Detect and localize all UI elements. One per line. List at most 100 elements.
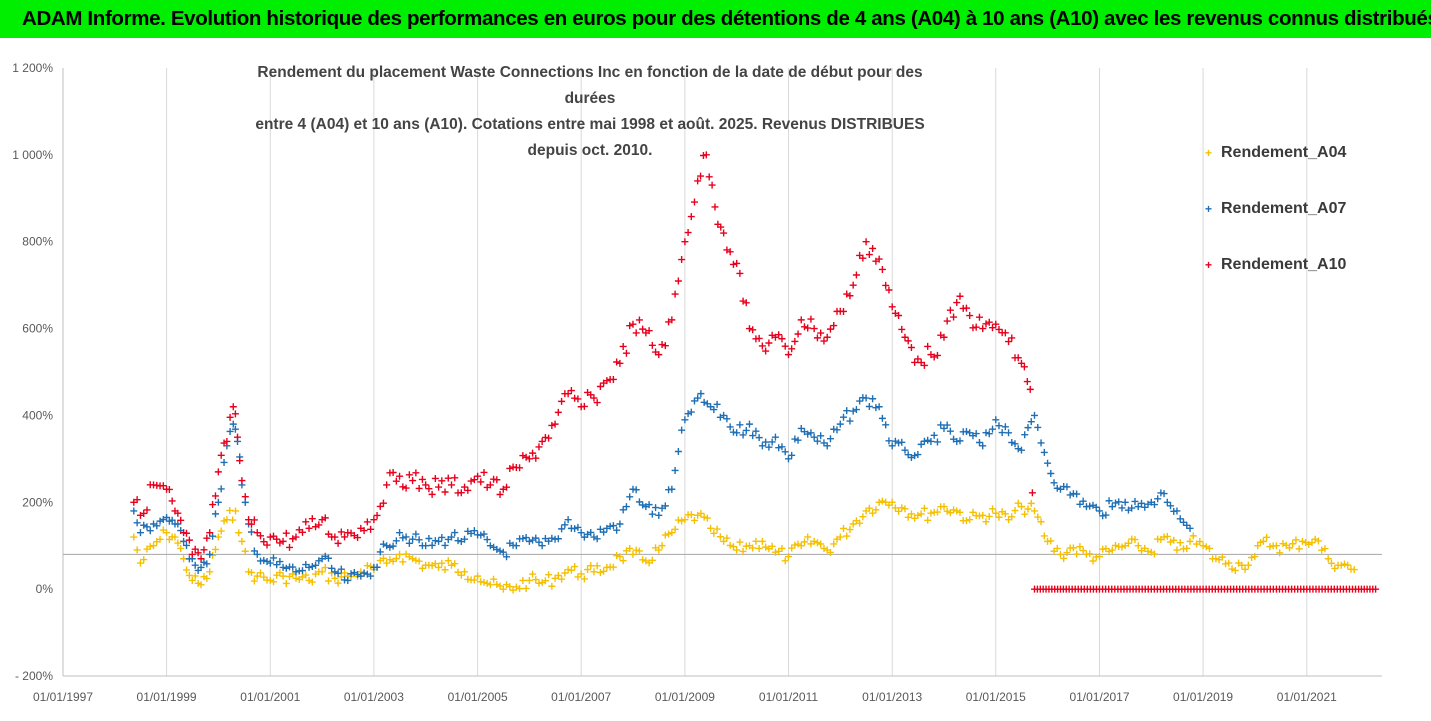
data-point bbox=[564, 390, 572, 398]
data-point bbox=[182, 566, 190, 574]
data-point bbox=[1279, 540, 1287, 548]
data-point bbox=[412, 556, 420, 564]
data-point bbox=[341, 569, 349, 577]
data-point bbox=[425, 485, 433, 493]
data-point bbox=[839, 307, 847, 315]
data-point bbox=[1183, 544, 1191, 552]
data-point bbox=[503, 553, 511, 561]
data-point bbox=[613, 358, 621, 366]
data-point bbox=[807, 429, 815, 437]
data-point bbox=[399, 483, 407, 491]
data-point bbox=[726, 541, 734, 549]
data-point bbox=[1331, 564, 1339, 572]
data-point bbox=[474, 472, 482, 480]
data-point bbox=[946, 306, 954, 314]
data-point bbox=[1014, 354, 1022, 362]
data-point bbox=[392, 537, 400, 545]
data-point bbox=[784, 553, 792, 561]
data-point bbox=[396, 472, 404, 480]
data-point bbox=[1008, 334, 1016, 342]
data-point bbox=[891, 437, 899, 445]
data-point bbox=[1112, 541, 1119, 549]
data-point bbox=[875, 255, 883, 263]
data-point bbox=[590, 394, 598, 402]
data-point bbox=[846, 526, 854, 534]
data-point bbox=[784, 351, 792, 359]
data-point bbox=[600, 528, 608, 536]
data-point bbox=[334, 569, 342, 577]
data-point bbox=[226, 427, 234, 435]
data-point bbox=[324, 577, 332, 585]
data-point bbox=[1105, 497, 1113, 505]
data-point bbox=[694, 177, 702, 185]
data-point bbox=[898, 504, 906, 512]
data-point bbox=[174, 509, 182, 517]
data-point bbox=[600, 567, 608, 575]
data-point bbox=[1327, 559, 1335, 567]
data-point bbox=[529, 570, 537, 578]
data-point bbox=[182, 541, 190, 549]
data-point bbox=[441, 488, 449, 496]
data-point bbox=[878, 497, 886, 505]
data-point bbox=[927, 509, 935, 517]
data-point bbox=[593, 562, 601, 570]
data-point bbox=[813, 437, 821, 445]
data-point bbox=[1086, 550, 1094, 558]
data-point bbox=[367, 572, 375, 580]
y-tick-label: - 200% bbox=[15, 669, 53, 683]
data-point bbox=[985, 512, 993, 520]
data-point bbox=[745, 325, 753, 333]
data-point bbox=[933, 508, 941, 516]
x-tick-label: 01/01/2009 bbox=[655, 690, 715, 704]
data-point bbox=[229, 420, 237, 428]
data-point bbox=[538, 437, 546, 445]
data-point bbox=[238, 477, 246, 485]
data-point bbox=[888, 442, 896, 450]
data-point bbox=[1176, 515, 1184, 523]
data-point bbox=[707, 524, 715, 532]
data-point bbox=[989, 425, 997, 433]
data-point bbox=[720, 537, 728, 545]
data-point bbox=[389, 468, 397, 476]
y-tick-label: 400% bbox=[22, 408, 53, 422]
data-point bbox=[1060, 554, 1068, 562]
data-point bbox=[263, 541, 271, 549]
data-point bbox=[133, 546, 141, 554]
legend-item-a04: + Rendement_A04 bbox=[1205, 144, 1346, 162]
data-point bbox=[1344, 561, 1352, 569]
data-point bbox=[1212, 555, 1220, 563]
data-point bbox=[483, 536, 491, 544]
data-point bbox=[203, 534, 211, 542]
data-point bbox=[752, 427, 760, 435]
data-point bbox=[678, 426, 686, 434]
data-point bbox=[418, 475, 426, 483]
data-point bbox=[697, 172, 705, 180]
data-point bbox=[813, 539, 821, 547]
data-point bbox=[250, 577, 258, 585]
chart-area: 01/01/1997 01/01/1999 01/01/2001 01/01/2003… bbox=[0, 38, 1431, 721]
data-point bbox=[674, 277, 682, 285]
data-point bbox=[804, 324, 812, 332]
data-point bbox=[1308, 539, 1316, 547]
data-point bbox=[739, 297, 747, 305]
data-point bbox=[253, 572, 261, 580]
data-point bbox=[1128, 504, 1136, 512]
data-point bbox=[622, 503, 630, 511]
data-point bbox=[373, 511, 381, 519]
data-point bbox=[745, 420, 753, 428]
data-point bbox=[992, 416, 1000, 424]
data-point bbox=[953, 507, 961, 515]
data-point bbox=[367, 525, 375, 533]
data-point bbox=[474, 572, 482, 580]
data-point bbox=[758, 442, 766, 450]
data-point bbox=[334, 539, 342, 547]
data-point bbox=[558, 575, 566, 583]
data-point bbox=[723, 415, 731, 423]
data-point bbox=[1167, 502, 1175, 510]
data-point bbox=[392, 555, 400, 563]
data-point bbox=[849, 520, 857, 528]
data-point bbox=[558, 525, 566, 533]
data-point bbox=[895, 312, 903, 320]
data-point bbox=[236, 457, 244, 465]
data-point bbox=[930, 431, 938, 439]
